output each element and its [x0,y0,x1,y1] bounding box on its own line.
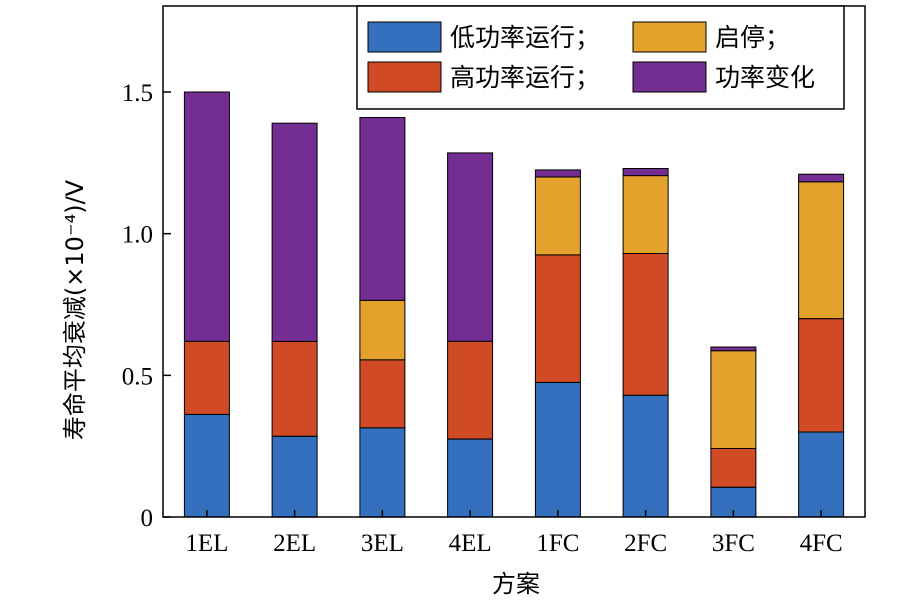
bar-4EL-series-2 [447,340,494,440]
bar-4FC-series-1 [798,431,845,518]
bar-3EL-series-3 [359,299,406,361]
x-tick-label-4EL: 4EL [449,530,492,557]
bar-1FC-series-1 [534,381,581,518]
bar-4FC-series-3 [798,181,845,320]
x-tick-label-2FC: 2FC [624,530,667,557]
bar-2EL-series-4 [271,122,318,342]
x-tick-label-4FC: 4FC [800,530,843,557]
bar-2FC-series-1 [622,394,669,518]
bar-4FC-series-2 [798,318,845,433]
legend-swatch-3 [367,61,442,93]
x-axis-label: 方案 [492,570,540,598]
legend-box [356,5,845,110]
legend-label-2: 启停； [715,23,790,52]
y-tick-label: 0.5 [122,363,153,390]
legend-label-4: 功率变化 [715,63,815,92]
x-tick-label-1FC: 1FC [536,530,579,557]
bar-1EL-series-4 [183,91,230,342]
y-tick-label: 1.0 [122,222,153,249]
y-axis-label: 寿命平均衰减(×10⁻⁴)/V [61,179,89,440]
bar-1EL-series-2 [183,340,230,415]
x-tick-label-1EL: 1EL [185,530,228,557]
bar-1EL-series-1 [183,413,230,518]
bar-1FC-series-2 [534,254,581,383]
bar-1FC-series-4 [534,169,581,178]
x-tick-label-3FC: 3FC [712,530,755,557]
y-tick-label: 1.5 [122,80,153,107]
legend-swatch-2 [632,21,707,53]
bars-group [183,91,845,518]
bar-2FC-series-2 [622,253,669,396]
bar-3FC-series-4 [710,346,757,352]
legend-label-1: 低功率运行； [450,23,600,52]
bar-3FC-series-3 [710,350,757,450]
x-tick-label-2EL: 2EL [273,530,316,557]
bar-2FC-series-3 [622,175,669,255]
bar-3FC-series-2 [710,447,757,488]
legend: 低功率运行； 启停； 高功率运行； 功率变化 [356,5,845,110]
bar-3EL-series-2 [359,359,406,429]
bar-3EL-series-4 [359,117,406,301]
legend-swatch-4 [632,61,707,93]
y-tick-label: 0 [141,505,154,532]
bar-4EL-series-1 [447,438,494,518]
bar-4FC-series-4 [798,173,845,183]
x-tick-label-3EL: 3EL [361,530,404,557]
bar-4EL-series-4 [447,152,494,342]
legend-swatch-1 [367,21,442,53]
legend-label-3: 高功率运行； [450,63,600,92]
bar-1FC-series-3 [534,176,581,256]
bar-2FC-series-4 [622,168,669,177]
bar-3EL-series-1 [359,427,406,518]
bar-2EL-series-1 [271,435,318,518]
bar-2EL-series-2 [271,340,318,437]
